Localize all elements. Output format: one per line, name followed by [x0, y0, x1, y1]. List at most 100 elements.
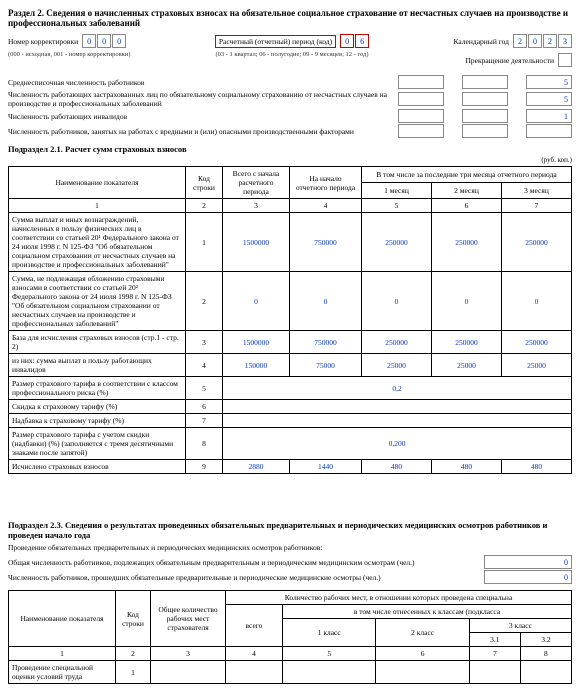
table-row: Проведение специальной оценки условий тр… — [9, 661, 572, 684]
t23-c1: 1 класс — [283, 619, 376, 647]
corr-box-1[interactable]: 0 — [97, 34, 111, 48]
row-val-1-2: 0 — [362, 272, 432, 331]
t23-c31: 3.1 — [469, 633, 520, 647]
row-val-2-3: 250000 — [432, 331, 502, 354]
t23-total: Общее количество рабочих мест страховате… — [151, 591, 226, 647]
t23-name: Наименование показателя — [9, 591, 116, 647]
colnum23-1: 1 — [9, 647, 116, 661]
row-val-8-0: 2880 — [223, 460, 290, 474]
table-row: База для исчисления страховых взносов (с… — [9, 331, 572, 354]
t23-places: Количество рабочих мест, в отношении кот… — [226, 591, 572, 605]
colnum-1: 1 — [9, 199, 186, 213]
t23-row-name-0: Проведение специальной оценки условий тр… — [9, 661, 116, 684]
row-merged-6 — [223, 414, 572, 428]
count-field-3-0[interactable] — [398, 124, 444, 138]
table-23: Наименование показателя Код строки Общее… — [8, 590, 572, 684]
row-name-1: Сумма, не подлежащая обложению страховым… — [9, 272, 186, 331]
year-box-0[interactable]: 2 — [513, 34, 527, 48]
period-note: (03 - 1 квартал; 06 - полугодие; 09 - 9 … — [215, 51, 368, 58]
table-row: Скидка к страховому тарифу (%)6 — [9, 400, 572, 414]
row-name-3: из них: сумма выплат в пользу работающих… — [9, 354, 186, 377]
count-label-2: Численность работающих инвалидов — [8, 112, 392, 121]
t23-row-val-0-5 — [520, 661, 571, 684]
t23-sub: в том числе отнесенных к классам (подкла… — [283, 605, 572, 619]
count-field-1-2[interactable]: 5 — [526, 92, 572, 106]
colnum23-5: 5 — [283, 647, 376, 661]
th-m1: 1 месяц — [362, 183, 432, 199]
row-val-1-1: 0 — [290, 272, 362, 331]
row-val-1-4: 0 — [502, 272, 572, 331]
colnum23-8: 8 — [520, 647, 571, 661]
row-name-0: Сумма выплат и иных вознаграждений, начи… — [9, 213, 186, 272]
colnum-7: 7 — [502, 199, 572, 213]
count-field-2-1[interactable] — [462, 109, 508, 123]
count-field-0-1[interactable] — [462, 75, 508, 89]
count-field-1-0[interactable] — [398, 92, 444, 106]
row-val-8-2: 480 — [362, 460, 432, 474]
colnum-4: 4 — [290, 199, 362, 213]
period-box-1[interactable]: 6 — [355, 34, 369, 48]
row-code-0: 1 — [186, 213, 223, 272]
year-group: Календарный год 2 0 2 3 Прекращение деят… — [454, 32, 572, 69]
row-merged-7: 0,200 — [223, 428, 572, 460]
corr-note: (000 - исходная, 001 - номер корректиров… — [8, 51, 130, 58]
year-box-2[interactable]: 2 — [543, 34, 557, 48]
colnum23-2: 2 — [116, 647, 151, 661]
count-field-0-0[interactable] — [398, 75, 444, 89]
sub21-title: Подраздел 2.1. Расчет сумм страховых взн… — [8, 144, 572, 154]
count-line-0: Среднесписочная численность работников5 — [8, 75, 572, 89]
cease-label: Прекращение деятельности — [465, 56, 554, 65]
year-box-3[interactable]: 3 — [558, 34, 572, 48]
table-row: Исчислено страховых взносов9288014404804… — [9, 460, 572, 474]
year-label: Календарный год — [454, 37, 509, 46]
cease-box[interactable] — [558, 53, 572, 67]
t23-c3: 3 класс — [469, 619, 571, 633]
sub21-unit: (руб. коп.) — [8, 156, 572, 164]
count-field-2-2[interactable]: 1 — [526, 109, 572, 123]
sub23-line1: Проведение обязательных предварительных … — [8, 543, 572, 552]
count-field-1-1[interactable] — [462, 92, 508, 106]
count-label-1: Численность работающих застрахованных ли… — [8, 90, 392, 108]
period-box-0[interactable]: 0 — [340, 34, 354, 48]
year-box-1[interactable]: 0 — [528, 34, 542, 48]
row-name-6: Надбавка к страховому тарифу (%) — [9, 414, 186, 428]
colnum23-4: 4 — [226, 647, 283, 661]
row-code-1: 2 — [186, 272, 223, 331]
t23-row-code-0: 1 — [116, 661, 151, 684]
t23-row-val-0-2 — [283, 661, 376, 684]
row-val-0-0: 1500000 — [223, 213, 290, 272]
row-val-8-3: 480 — [432, 460, 502, 474]
t23-row-val-0-1 — [226, 661, 283, 684]
row-name-4: Размер страхового тарифа в соответствии … — [9, 377, 186, 400]
sub23-val3[interactable]: 0 — [484, 570, 572, 584]
count-line-2: Численность работающих инвалидов 1 — [8, 109, 572, 123]
count-lines: Среднесписочная численность работников5Ч… — [8, 75, 572, 138]
row-val-2-0: 1500000 — [223, 331, 290, 354]
t23-c32: 3.2 — [520, 633, 571, 647]
tbody-21: Сумма выплат и иных вознаграждений, начи… — [9, 213, 572, 474]
th-last3: В том числе за последние три месяца отче… — [362, 167, 572, 183]
colnum23-6: 6 — [376, 647, 469, 661]
row-val-0-1: 750000 — [290, 213, 362, 272]
colnum-6: 6 — [432, 199, 502, 213]
row-val-0-2: 250000 — [362, 213, 432, 272]
sub23-line2: Общая численность работников, подлежащих… — [8, 558, 478, 567]
row-val-8-4: 480 — [502, 460, 572, 474]
colnums-row: 1234567 — [9, 199, 572, 213]
th-start: На начало отчетного периода — [290, 167, 362, 199]
table-row: Размер страхового тарифа с учетом скидки… — [9, 428, 572, 460]
corr-box-0[interactable]: 0 — [82, 34, 96, 48]
colnum-5: 5 — [362, 199, 432, 213]
colnum-2: 2 — [186, 199, 223, 213]
count-field-2-0[interactable] — [398, 109, 444, 123]
row-val-0-3: 250000 — [432, 213, 502, 272]
corr-box-2[interactable]: 0 — [112, 34, 126, 48]
sub23-val2[interactable]: 0 — [484, 555, 572, 569]
row-code-4: 5 — [186, 377, 223, 400]
row-merged-5 — [223, 400, 572, 414]
count-field-3-1[interactable] — [462, 124, 508, 138]
row-val-2-2: 250000 — [362, 331, 432, 354]
count-field-3-2[interactable] — [526, 124, 572, 138]
year-boxes: 2 0 2 3 — [513, 34, 572, 48]
count-field-0-2[interactable]: 5 — [526, 75, 572, 89]
